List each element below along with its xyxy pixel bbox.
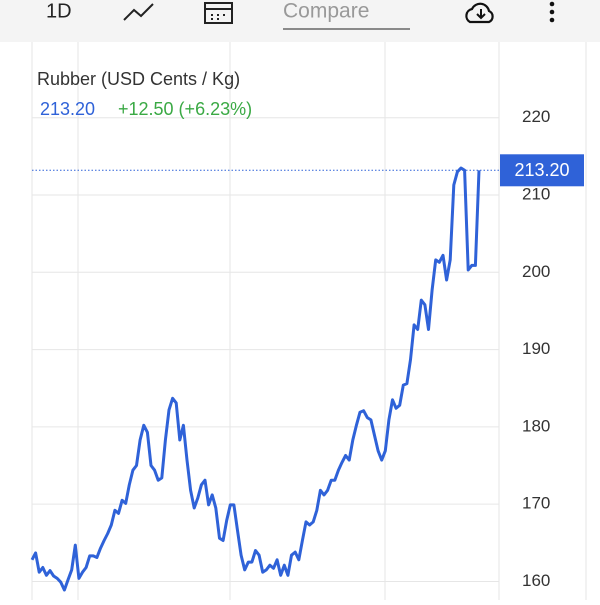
price-line (30, 166, 481, 592)
dot (549, 17, 555, 23)
last-price-tag-label: 213.20 (514, 160, 569, 180)
chart-type-icon[interactable] (123, 3, 154, 21)
calendar-dots (211, 14, 225, 20)
y-tick-label: 210 (522, 185, 550, 204)
dot (549, 1, 555, 7)
calendar-frame (204, 2, 233, 24)
y-tick-label: 180 (522, 416, 550, 435)
menu-icon[interactable] (549, 1, 555, 23)
change: +12.50 (+6.23%) (118, 99, 252, 119)
price: 213.20 (40, 99, 95, 119)
chart-title: Rubber (USD Cents / Kg) (37, 69, 240, 89)
y-tick-label: 220 (522, 107, 550, 126)
cloud (465, 2, 494, 24)
interval-button[interactable]: 1D (46, 0, 72, 22)
toolbar (0, 0, 600, 42)
y-tick-label: 160 (522, 571, 550, 590)
last-price-tag (500, 154, 584, 187)
dot (549, 9, 555, 15)
compare-input[interactable]: Compare (283, 0, 369, 23)
y-tick-label: 190 (522, 339, 550, 358)
download-icon[interactable] (465, 2, 494, 24)
calendar-icon[interactable] (204, 2, 233, 24)
y-tick-label: 170 (522, 494, 550, 513)
y-tick-label: 200 (522, 262, 550, 281)
arrow (476, 9, 486, 20)
